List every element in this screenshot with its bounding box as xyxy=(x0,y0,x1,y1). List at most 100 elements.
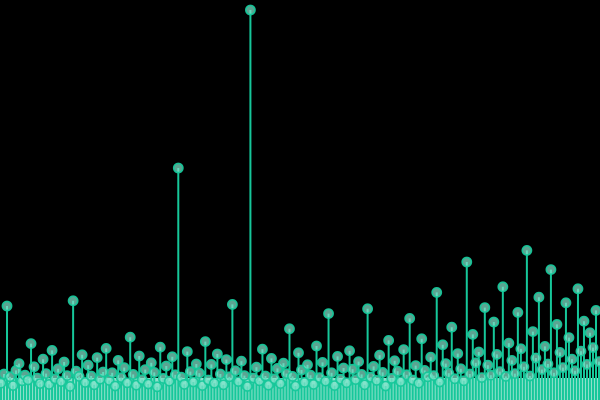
stem-marker xyxy=(413,377,425,389)
stem-marker xyxy=(199,336,211,347)
stem-marker xyxy=(229,365,241,377)
stem-marker xyxy=(260,370,271,382)
stem-marker xyxy=(491,348,503,360)
stem-marker xyxy=(118,362,130,373)
stem-marker xyxy=(578,315,590,327)
stem-marker xyxy=(160,360,172,372)
stem-marker xyxy=(320,375,331,387)
stem-marker xyxy=(166,351,178,363)
stem-marker xyxy=(380,380,392,392)
stem-marker xyxy=(28,361,40,373)
stem-marker xyxy=(127,368,139,380)
stem-marker xyxy=(133,350,145,362)
stem-marker xyxy=(461,256,473,268)
stem-marker xyxy=(278,357,289,369)
stem-marker xyxy=(317,356,328,368)
stem-marker xyxy=(359,379,371,391)
stem-marker xyxy=(389,355,401,367)
stem-marker xyxy=(302,359,313,371)
stem-marker xyxy=(85,370,97,382)
stem-marker xyxy=(392,365,404,377)
stem-marker xyxy=(308,378,319,390)
stem-marker xyxy=(257,343,268,355)
stem-marker xyxy=(506,354,518,366)
stem-marker xyxy=(347,363,358,375)
stem-marker xyxy=(416,333,428,345)
stem-marker xyxy=(404,312,416,324)
stem-marker xyxy=(341,377,352,389)
stem-marker xyxy=(344,345,355,357)
stem-marker xyxy=(290,380,301,392)
stem-marker xyxy=(263,379,274,391)
stem-marker xyxy=(473,346,485,358)
stem-marker xyxy=(52,363,64,375)
stem-marker xyxy=(551,318,563,330)
stem-marker xyxy=(509,368,521,379)
stem-marker xyxy=(40,368,52,379)
stem-marker xyxy=(548,367,560,379)
stem-marker xyxy=(590,305,600,316)
stem-marker xyxy=(476,372,488,383)
stem-marker xyxy=(503,337,515,349)
stem-marker xyxy=(449,373,461,385)
stem-marker xyxy=(266,352,277,364)
stem-marker xyxy=(539,340,551,352)
stem-marker xyxy=(563,332,575,343)
stem-marker xyxy=(371,374,383,386)
stem-marker xyxy=(172,162,184,174)
stem-marker xyxy=(554,346,566,358)
stem-marker xyxy=(205,358,217,370)
stem-marker xyxy=(431,286,443,298)
stem-marker xyxy=(428,370,440,381)
stem-marker xyxy=(245,4,256,16)
stem-marker xyxy=(527,326,539,337)
stem-marker xyxy=(485,369,497,381)
stem-marker xyxy=(434,376,446,388)
stem-marker xyxy=(482,359,494,371)
stem-marker xyxy=(61,370,73,381)
stem-marker xyxy=(395,376,407,387)
stem-marker xyxy=(242,380,253,392)
stem-marker xyxy=(124,331,136,343)
stem-marker xyxy=(545,264,557,275)
stem-marker xyxy=(151,381,163,393)
stem-marker xyxy=(479,302,491,313)
stem-marker xyxy=(584,327,596,339)
stem-marker xyxy=(569,365,581,377)
stem-marker xyxy=(530,352,542,364)
stem-markers-layer xyxy=(0,4,600,393)
stem-marker xyxy=(377,366,389,378)
stem-marker xyxy=(467,328,479,340)
stem-marker xyxy=(190,358,202,370)
stem-marker xyxy=(512,306,524,318)
stem-marker xyxy=(332,350,343,362)
stem-marker xyxy=(587,342,599,353)
stem-marker xyxy=(533,291,545,303)
stem-marker xyxy=(368,360,380,372)
stem-marker xyxy=(112,354,124,366)
stem-marker xyxy=(97,366,109,378)
stem-marker xyxy=(76,349,88,361)
stem-marker xyxy=(500,370,512,382)
stem-marker xyxy=(187,376,199,388)
stem-marker xyxy=(275,378,286,389)
stem-marker xyxy=(64,380,76,392)
stem-marker xyxy=(437,339,449,351)
stem-marker xyxy=(338,362,349,374)
stem-marker xyxy=(593,356,600,367)
stem-marker xyxy=(488,316,500,328)
stem-marker xyxy=(178,378,190,390)
stem-marker xyxy=(515,343,527,355)
stem-marker xyxy=(542,358,554,370)
stem-marker xyxy=(34,378,46,389)
stem-marker xyxy=(425,351,437,363)
stem-marker xyxy=(7,380,19,391)
stem-marker xyxy=(181,346,193,357)
stem-marker xyxy=(455,363,467,375)
stem-marker xyxy=(0,377,7,389)
stem-marker xyxy=(46,344,58,356)
stem-marker xyxy=(524,370,536,382)
stem-marker xyxy=(383,334,395,346)
